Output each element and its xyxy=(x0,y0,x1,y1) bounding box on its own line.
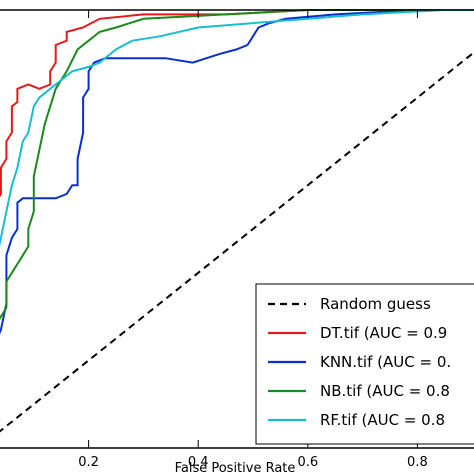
x-axis-label: False Positive Rate xyxy=(175,461,296,474)
x-tick-label: 0.6 xyxy=(297,455,318,470)
x-tick-label: 0.2 xyxy=(78,455,99,470)
legend-label-random-guess: Random guess xyxy=(320,295,431,313)
x-tick-label: 0.8 xyxy=(407,455,428,470)
legend: Random guess DT.tif (AUC = 0.9 KNN.tif (AU… xyxy=(256,284,474,444)
legend-label-knn: KNN.tif (AUC = 0. xyxy=(320,353,451,371)
legend-label-nb: NB.tif (AUC = 0.8 xyxy=(320,382,450,400)
series-line-rf xyxy=(0,10,474,317)
legend-label-dt: DT.tif (AUC = 0.9 xyxy=(320,324,447,342)
legend-label-rf: RF.tif (AUC = 0.8 xyxy=(320,411,445,429)
